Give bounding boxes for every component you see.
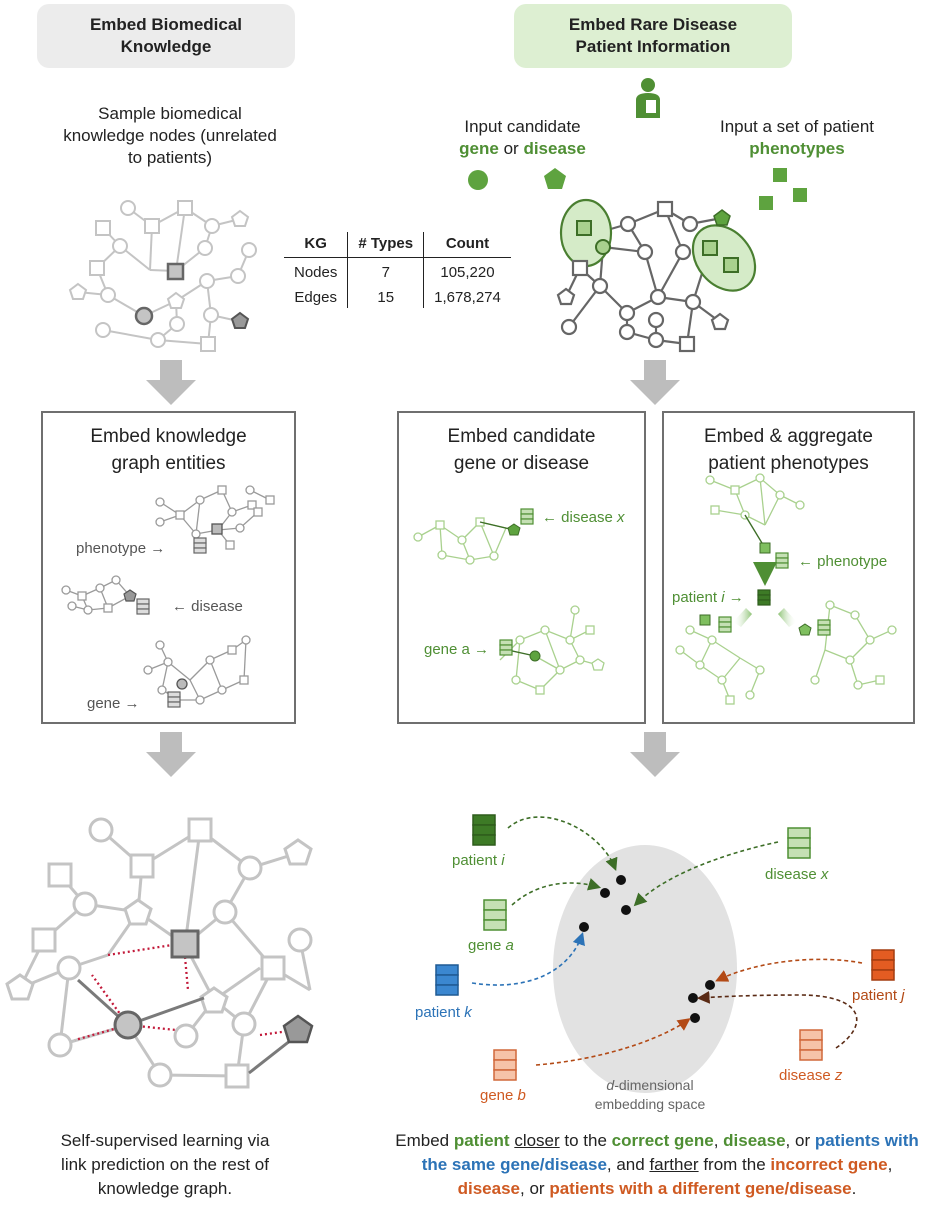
disease-z-vector — [799, 1029, 823, 1061]
gene-a-vector — [483, 899, 507, 931]
highlight-circle — [134, 306, 154, 326]
patient-i-label: patient i — [452, 852, 505, 869]
sample-text: Sample biomedical knowledge nodes (unrel… — [63, 104, 277, 167]
count-header: Count — [423, 232, 511, 258]
embedding-space-label: d-dimensional embedding space — [594, 1077, 706, 1112]
types-header: # Types — [347, 232, 424, 258]
right-bottom-caption: Embed patient closer to the correct gene… — [395, 1131, 919, 1198]
disease-x-label: ← disease x — [542, 509, 625, 526]
disease-x-vector — [787, 827, 811, 859]
disease-z-label: disease z — [779, 1067, 843, 1084]
gene-a-label: gene a → — [424, 641, 490, 658]
disease-label: ← disease — [172, 598, 243, 615]
patient-j-label: patient j — [852, 987, 905, 1004]
embedding-points — [579, 875, 715, 1023]
table-row: Edges 15 1,678,274 — [284, 283, 511, 308]
phenotype-label: phenotype → — [76, 540, 166, 557]
sample-kg-graph — [68, 200, 257, 352]
embedding-space — [553, 845, 737, 1093]
gene-label: gene → — [87, 695, 140, 712]
phenotype-input-icon — [773, 168, 787, 182]
disease-input-icon — [544, 168, 566, 189]
gene-b-vector — [493, 1049, 517, 1081]
patient-j-vector — [871, 949, 895, 981]
kg-header: KG — [284, 232, 348, 258]
box-embed-kg: Embed knowledge graph entities — [41, 411, 296, 724]
right-header: Embed Rare Disease Patient Information — [514, 4, 792, 68]
patient-i-box-label: patient i → — [672, 589, 744, 606]
flow-arrows — [146, 360, 680, 777]
input-candidate-text: Input candidate gene or disease — [459, 117, 586, 158]
patient-k-vector — [435, 964, 459, 996]
left-header: Embed Biomedical Knowledge — [37, 4, 295, 68]
box-embed-candidate: Embed candidate gene or disease — [397, 411, 646, 724]
left-bottom-caption: Self-supervised learning via link predic… — [60, 1131, 270, 1198]
table-row: Nodes 7 105,220 — [284, 257, 511, 283]
highlight-square — [166, 262, 185, 281]
input-phenotypes-text: Input a set of patient phenotypes — [719, 117, 875, 158]
patient-k-label: patient k — [415, 1004, 472, 1021]
disease-x-emb-label: disease x — [765, 866, 829, 883]
patient-person-icon — [636, 78, 660, 118]
patient-i-vector — [472, 814, 496, 846]
phenotype-aggregate-label: ← phenotype — [798, 553, 888, 570]
gene-b-label: gene b — [480, 1087, 526, 1104]
gene-input-icon — [468, 170, 488, 190]
gene-a-emb-label: gene a — [468, 937, 514, 954]
kg-table: KG # Types Count Nodes 7 105,220 Edges 1… — [284, 232, 511, 308]
